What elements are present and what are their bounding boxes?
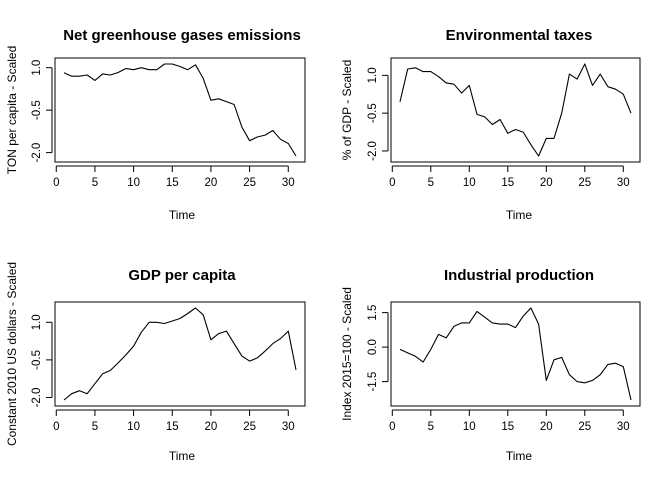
x-tick-label: 20: [540, 421, 553, 433]
x-axis-label: Time: [506, 449, 533, 463]
x-tick-label: 25: [578, 177, 591, 189]
y-tick-label: 1.0: [31, 314, 43, 330]
y-axis-label: Constant 2010 US dollars - Scaled: [5, 262, 19, 446]
x-tick-label: 25: [578, 421, 591, 433]
y-tick-label: -0.5: [31, 100, 43, 120]
x-tick-label: 30: [617, 177, 630, 189]
y-axis-label: Index 2015=100 - Scaled: [340, 287, 354, 421]
y-tick-label: -0.5: [31, 350, 43, 370]
series-line: [63, 63, 297, 157]
x-tick-label: 0: [53, 421, 59, 433]
y-tick-label: 1.0: [367, 67, 379, 83]
x-tick-label: 30: [282, 421, 295, 433]
y-axis-label: % of GDP - Scaled: [340, 60, 354, 161]
x-tick-label: 5: [92, 177, 98, 189]
x-tick-label: 10: [463, 421, 476, 433]
y-tick-label: 1.0: [31, 60, 43, 76]
y-tick-label: -1.5: [367, 372, 379, 392]
x-tick-label: 25: [243, 177, 256, 189]
y-tick-label: -2.0: [367, 141, 379, 161]
y-tick-label: -2.0: [31, 143, 43, 163]
x-tick-label: 5: [428, 177, 434, 189]
x-tick-label: 0: [53, 177, 59, 189]
chart-title: Industrial production: [444, 267, 594, 284]
plot-frame: [390, 57, 641, 163]
x-tick-label: 10: [127, 421, 140, 433]
chart-title: GDP per capita: [128, 267, 236, 284]
x-tick-label: 5: [428, 421, 434, 433]
x-tick-label: 30: [617, 421, 630, 433]
x-tick-label: 20: [205, 177, 218, 189]
x-tick-label: 15: [166, 421, 179, 433]
x-tick-label: 10: [127, 177, 140, 189]
x-axis-label: Time: [506, 208, 533, 222]
x-tick-label: 15: [501, 421, 514, 433]
series-line: [399, 63, 632, 157]
chart-panel-4: Industrial production 0 5 10 15 20 25 30 -1.5 0.0…: [340, 267, 641, 463]
plot-frame: [390, 301, 641, 407]
x-tick-label: 20: [540, 177, 553, 189]
chart-panel-2: Environmental taxes 0 5 10 15 20 25 30 -2.0 -0.5 1…: [340, 27, 641, 222]
series-line: [63, 307, 297, 401]
x-tick-label: 0: [389, 421, 395, 433]
plot-frame: [54, 301, 306, 407]
x-tick-label: 20: [205, 421, 218, 433]
series-line: [399, 307, 632, 401]
chart-title: Environmental taxes: [446, 27, 593, 44]
x-axis-label: Time: [169, 449, 196, 463]
chart-panel-1: Net greenhouse gases emissions 0 5 10 15 20 25…: [5, 27, 306, 222]
y-axis-label: TON per capita - Scaled: [5, 46, 19, 175]
x-tick-label: 0: [389, 177, 395, 189]
x-tick-label: 15: [501, 177, 514, 189]
x-axis-label: Time: [169, 208, 196, 222]
chart-title: Net greenhouse gases emissions: [63, 27, 301, 44]
x-tick-label: 25: [243, 421, 256, 433]
y-tick-label: 1.5: [367, 305, 379, 321]
plot-frame: [54, 57, 306, 163]
x-tick-label: 30: [282, 177, 295, 189]
x-tick-label: 15: [166, 177, 179, 189]
y-tick-label: -0.5: [367, 103, 379, 123]
y-tick-label: 0.0: [367, 339, 379, 355]
x-tick-label: 5: [92, 421, 98, 433]
x-tick-label: 10: [463, 177, 476, 189]
chart-panel-3: GDP per capita 0 5 10 15 20 25 30 -2.0 -0.5 1.0 Tim…: [5, 262, 306, 463]
y-tick-label: -2.0: [31, 388, 43, 408]
